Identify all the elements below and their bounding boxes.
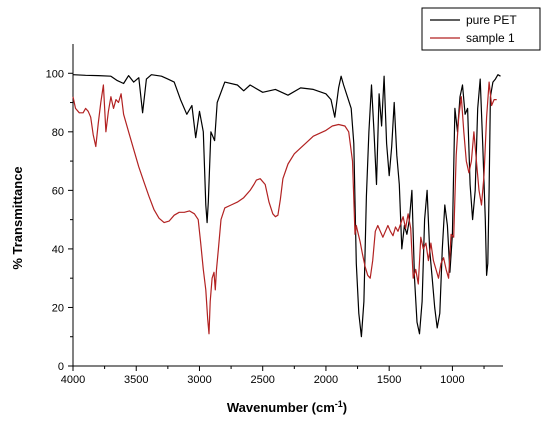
x-axis-title-sup: -1 <box>335 399 343 409</box>
x-tick-label: 3000 <box>187 374 211 386</box>
y-axis-title: % Transmittance <box>10 166 25 269</box>
y-tick-label: 0 <box>58 361 64 373</box>
y-tick-label: 100 <box>46 68 64 80</box>
x-tick-label: 1000 <box>440 374 464 386</box>
legend-label-sample-1: sample 1 <box>466 31 515 45</box>
legend: pure PET sample 1 <box>421 7 541 51</box>
x-axis-title: Wavenumber (cm-1) <box>227 399 347 415</box>
series-layer <box>72 74 501 338</box>
ticks: 4000 3500 3000 2500 2000 1500 1000 0 20 40 60 80 100 <box>46 68 485 386</box>
y-tick-label: 40 <box>52 244 64 256</box>
x-axis-title-main: Wavenumber (cm <box>227 400 335 415</box>
legend-box <box>421 7 541 51</box>
series-line-sample-1 <box>72 81 497 335</box>
x-tick-label: 3500 <box>124 374 148 386</box>
x-tick-label: 2000 <box>314 374 338 386</box>
y-tick-label: 20 <box>52 302 64 314</box>
legend-label-pure-pet: pure PET <box>466 13 517 27</box>
y-tick-label: 80 <box>52 127 64 139</box>
x-axis-title-suffix: ) <box>343 400 347 415</box>
x-tick-label: 4000 <box>61 374 85 386</box>
x-tick-label: 1500 <box>377 374 401 386</box>
y-tick-label: 60 <box>52 185 64 197</box>
series-line-pure-pet <box>72 74 501 338</box>
x-tick-label: 2500 <box>250 374 274 386</box>
